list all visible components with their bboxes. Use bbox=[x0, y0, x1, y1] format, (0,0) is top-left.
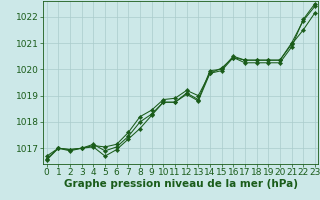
X-axis label: Graphe pression niveau de la mer (hPa): Graphe pression niveau de la mer (hPa) bbox=[64, 179, 298, 189]
